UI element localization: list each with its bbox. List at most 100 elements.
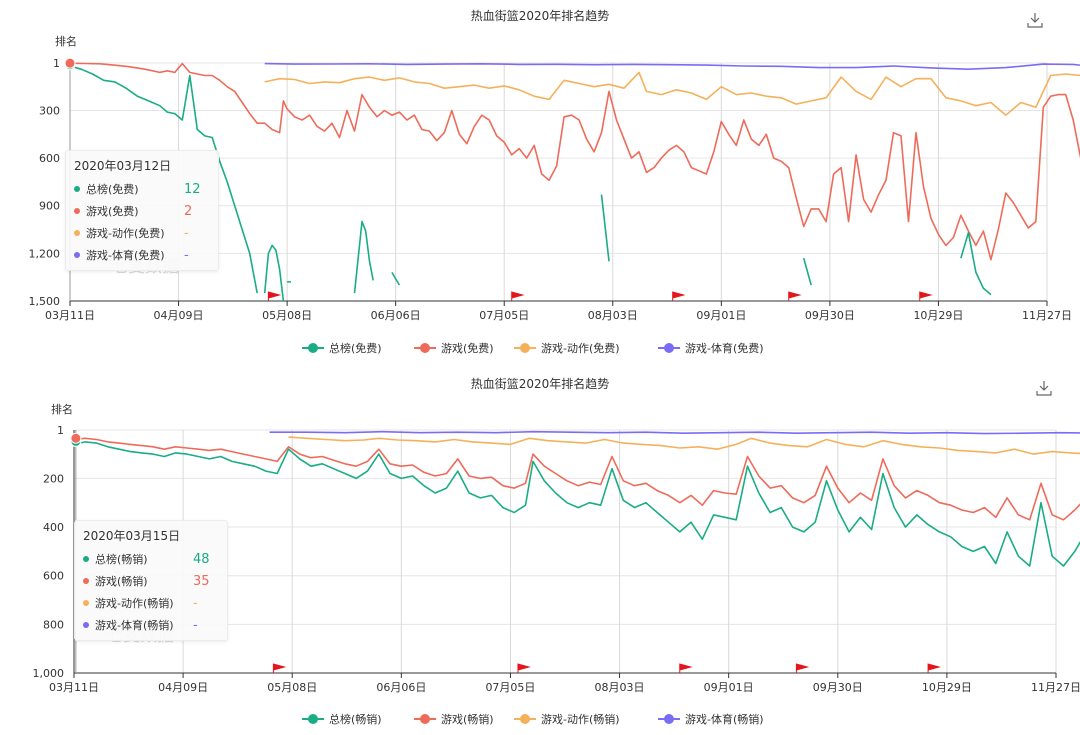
x-tick-label: 09月01日 <box>696 309 746 322</box>
series-line <box>600 194 610 262</box>
series-line <box>263 244 285 302</box>
series-dot <box>74 186 80 192</box>
legend-dot <box>520 343 530 353</box>
x-tick-label: 08月03日 <box>588 309 638 322</box>
series-dot <box>83 556 89 562</box>
event-flag-icon[interactable] <box>672 291 686 301</box>
legend-label: 总榜(畅销) <box>329 712 382 726</box>
tooltip-row: 游戏-动作(免费) - <box>74 222 210 244</box>
legend-dot <box>664 343 674 353</box>
x-tick-label: 09月30日 <box>805 309 855 322</box>
legend[interactable]: 总榜(畅销) 游戏(畅销) 游戏-动作(畅销) 游戏-体育(畅销) <box>302 712 764 726</box>
plot-area: 七麦数据12004006008001,00003月11日04月09日05月08日… <box>33 424 1080 694</box>
series-dot <box>83 578 89 584</box>
x-tick-label: 10月29日 <box>913 309 963 322</box>
event-flag-icon[interactable] <box>511 291 525 301</box>
legend-label: 游戏(免费) <box>441 341 494 355</box>
legend-label: 游戏-体育(畅销) <box>685 712 764 726</box>
legend-item[interactable]: 游戏-体育(免费) <box>658 341 764 355</box>
x-tick-label: 11月27日 <box>1022 309 1072 322</box>
tooltip-value: 2 <box>184 203 193 219</box>
legend-dot <box>664 714 674 724</box>
hover-point-marker <box>64 57 76 69</box>
tooltip-series-name: 总榜(免费) <box>86 183 139 196</box>
tooltip-value: 48 <box>193 551 210 567</box>
x-tick-label: 06月06日 <box>376 681 426 694</box>
legend-item[interactable]: 游戏-动作(免费) <box>514 341 620 355</box>
series-dot <box>74 208 80 214</box>
y-tick-label: 1,500 <box>29 295 61 308</box>
series-line <box>802 257 812 286</box>
y-axis-name: 排名 <box>51 402 73 416</box>
tooltip: 2020年03月12日 总榜(免费) 12 游戏(免费) 2 游戏-动作(免费) - … <box>65 150 219 271</box>
legend-dot <box>420 714 430 724</box>
x-tick-label: 05月08日 <box>262 309 312 322</box>
grossing-rank-chart-svg: 热血街篮2020年排名趋势 排名 七麦数据12004006008001,0000… <box>33 376 1080 726</box>
tooltip-value: - <box>184 225 189 241</box>
tooltip-row: 游戏(免费) 2 <box>74 200 210 222</box>
series-line <box>353 220 374 294</box>
tooltip-series-name: 游戏(免费) <box>86 205 139 218</box>
series-line <box>73 437 1080 521</box>
event-flag-icon[interactable] <box>517 663 531 673</box>
chart-title: 热血街篮2020年排名趋势 <box>471 8 610 23</box>
tooltip-row: 游戏-体育(免费) - <box>74 244 210 266</box>
legend-item[interactable]: 总榜(免费) <box>302 341 382 355</box>
tooltip-series-name: 游戏-动作(畅销) <box>95 597 174 610</box>
tooltip-row: 总榜(免费) 12 <box>74 178 210 200</box>
legend-item[interactable]: 游戏(畅销) <box>414 712 494 726</box>
y-tick-label: 800 <box>43 618 64 631</box>
legend-dot <box>308 343 318 353</box>
legend-item[interactable]: 游戏(免费) <box>414 341 494 355</box>
y-tick-label: 900 <box>39 200 60 213</box>
series-line <box>264 71 1080 116</box>
legend-item[interactable]: 游戏-动作(畅销) <box>514 712 620 726</box>
legend-dot <box>308 714 318 724</box>
legend-item[interactable]: 游戏-体育(畅销) <box>658 712 764 726</box>
series-line <box>73 441 1080 567</box>
y-tick-label: 200 <box>43 472 64 485</box>
tooltip-row: 游戏-动作(畅销) - <box>83 592 219 614</box>
tooltip: 2020年03月15日 总榜(畅销) 48 游戏(畅销) 35 游戏-动作(畅销) -… <box>74 520 228 641</box>
series-line <box>264 62 1080 70</box>
y-tick-label: 1,200 <box>29 247 61 260</box>
y-axis-name: 排名 <box>55 34 77 48</box>
series-line <box>69 62 1080 261</box>
tooltip-row: 总榜(畅销) 48 <box>83 548 219 570</box>
tooltip-row: 游戏-体育(畅销) - <box>83 614 219 636</box>
event-flag-icon[interactable] <box>927 663 941 673</box>
legend-label: 游戏(畅销) <box>441 712 494 726</box>
series-dot <box>83 600 89 606</box>
legend-label: 游戏-动作(免费) <box>541 341 620 355</box>
legend-label: 总榜(免费) <box>329 341 382 355</box>
event-flag-icon[interactable] <box>679 663 693 673</box>
x-tick-label: 11月27日 <box>1031 681 1080 694</box>
series-line <box>288 436 1080 455</box>
tooltip-value: 35 <box>193 573 210 589</box>
grossing-rank-chart: 热血街篮2020年排名趋势 排名 七麦数据12004006008001,0000… <box>0 368 1080 735</box>
x-tick-label: 03月11日 <box>45 309 95 322</box>
legend-item[interactable]: 总榜(畅销) <box>302 712 382 726</box>
x-tick-label: 08月03日 <box>595 681 645 694</box>
legend-dot <box>420 343 430 353</box>
y-tick-label: 400 <box>43 521 64 534</box>
x-tick-label: 07月05日 <box>479 309 529 322</box>
event-flag-icon[interactable] <box>272 663 287 673</box>
event-flag-icon[interactable] <box>919 291 933 301</box>
event-flag-icon[interactable] <box>795 663 810 673</box>
tooltip-date: 2020年03月12日 <box>74 159 172 173</box>
download-icon[interactable] <box>1036 381 1052 396</box>
x-tick-label: 04月09日 <box>158 681 208 694</box>
x-tick-label: 06月06日 <box>371 309 421 322</box>
x-tick-label: 05月08日 <box>267 681 317 694</box>
event-flag-icon[interactable] <box>788 291 802 301</box>
tooltip-series-name: 游戏(畅销) <box>95 575 148 588</box>
series-line <box>269 430 1080 435</box>
legend[interactable]: 总榜(免费) 游戏(免费) 游戏-动作(免费) 游戏-体育(免费) <box>302 341 764 355</box>
legend-label: 游戏-动作(畅销) <box>541 712 620 726</box>
download-icon[interactable] <box>1027 13 1043 28</box>
series-dot <box>74 252 80 258</box>
event-flag-icon[interactable] <box>267 291 282 301</box>
tooltip-value: - <box>193 617 198 633</box>
x-tick-label: 09月01日 <box>704 681 754 694</box>
